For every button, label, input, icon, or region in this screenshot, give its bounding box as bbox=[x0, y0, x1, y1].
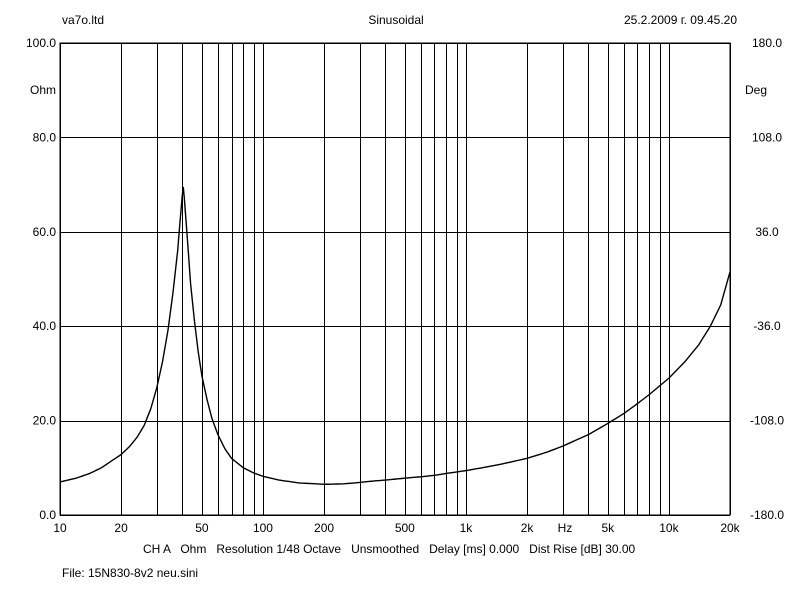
y-tick-label: 80.0 bbox=[33, 130, 57, 144]
header-left-label: va7o.ltd bbox=[62, 13, 104, 27]
right-axis-ticks: -180.0 -108.0 -36.0 36.0 108.0 180.0 bbox=[750, 36, 784, 522]
x-tick-label: 2k bbox=[521, 521, 535, 535]
x-tick-label: 5k bbox=[601, 521, 615, 535]
impedance-curve bbox=[59, 186, 731, 486]
chart-title: Sinusoidal bbox=[368, 13, 423, 27]
y2-tick-label: 36.0 bbox=[755, 225, 779, 239]
measurement-settings: CH A Ohm Resolution 1/48 Octave Unsmooth… bbox=[143, 542, 636, 556]
y2-tick-label: 180.0 bbox=[752, 36, 782, 50]
header-datetime: 25.2.2009 г. 09.45.20 bbox=[624, 13, 737, 27]
x-tick-label: 20 bbox=[114, 521, 128, 535]
y2-tick-label: -180.0 bbox=[750, 508, 784, 522]
y2-tick-label: 108.0 bbox=[752, 130, 782, 144]
x-axis-unit: Hz bbox=[558, 521, 573, 535]
x-tick-label: 50 bbox=[195, 521, 209, 535]
x-axis-ticks: 10 20 50 100 200 500 1k 2k 5k 10k 20k bbox=[53, 521, 740, 535]
y2-tick-label: -108.0 bbox=[750, 414, 784, 428]
y-tick-label: 100.0 bbox=[26, 36, 56, 50]
x-tick-label: 100 bbox=[253, 521, 273, 535]
x-tick-label: 10k bbox=[659, 521, 679, 535]
y2-tick-label: -36.0 bbox=[753, 319, 781, 333]
x-tick-label: 1k bbox=[460, 521, 474, 535]
left-axis-unit: Ohm bbox=[30, 83, 56, 97]
x-tick-label: 10 bbox=[53, 521, 67, 535]
y-tick-label: 40.0 bbox=[33, 319, 57, 333]
x-tick-label: 500 bbox=[395, 521, 415, 535]
plot-frame bbox=[59, 42, 731, 516]
x-tick-label: 20k bbox=[720, 521, 740, 535]
grid-lines bbox=[60, 43, 731, 516]
right-axis-unit: Deg bbox=[745, 83, 767, 97]
file-name: File: 15N830-8v2 neu.sini bbox=[62, 566, 198, 580]
y-tick-label: 0.0 bbox=[39, 508, 56, 522]
x-tick-label: 200 bbox=[314, 521, 334, 535]
y-tick-label: 20.0 bbox=[33, 414, 57, 428]
y-tick-label: 60.0 bbox=[33, 225, 57, 239]
left-axis-ticks: 0.0 20.0 40.0 60.0 80.0 100.0 bbox=[26, 36, 56, 522]
